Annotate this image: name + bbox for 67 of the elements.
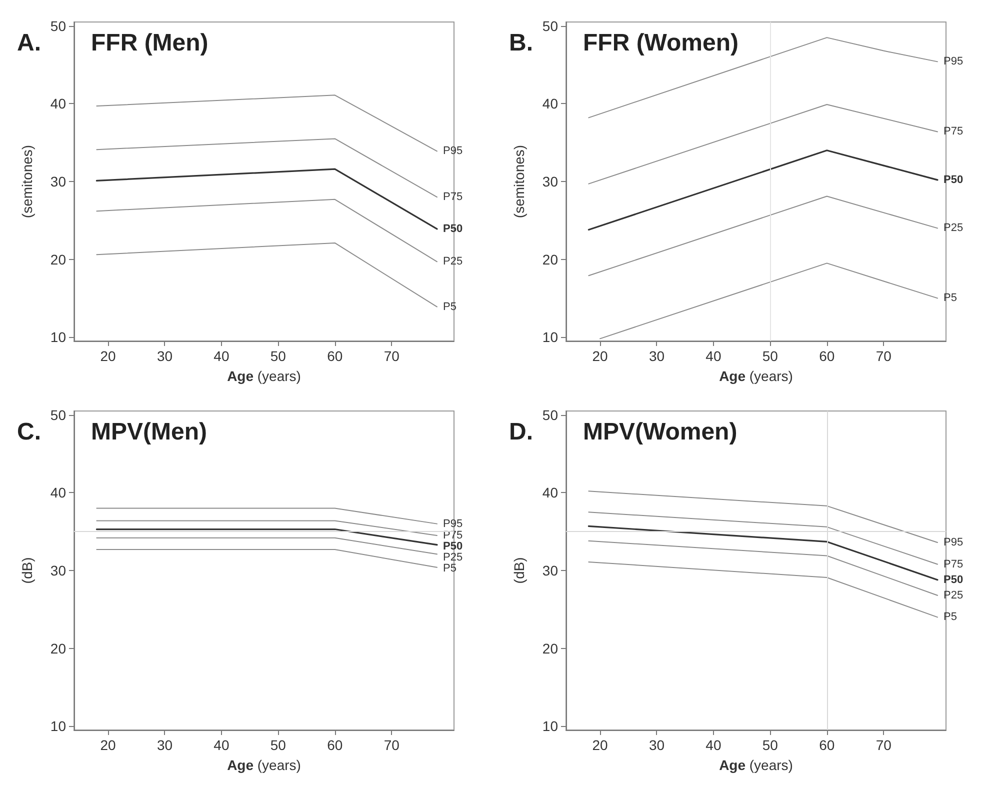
- y-axis-title: (dB): [19, 557, 35, 584]
- x-tick-label: 30: [648, 737, 665, 753]
- series-label: P95: [442, 145, 463, 158]
- y-tick-label: 30: [50, 174, 66, 190]
- y-tick-label: 10: [542, 718, 558, 734]
- y-tick-label: 40: [50, 96, 66, 112]
- series-label: P5: [943, 611, 957, 624]
- x-tick-label: 40: [214, 737, 230, 753]
- series-label: P5: [442, 300, 456, 313]
- x-tick-label: 70: [876, 737, 892, 753]
- series-label: P75: [943, 558, 964, 570]
- series-label: P95: [442, 518, 463, 530]
- series-label: P5: [943, 292, 957, 304]
- x-tick-label: 60: [819, 348, 835, 364]
- y-axis-title: (dB): [511, 557, 527, 584]
- x-tick-label: 30: [156, 348, 173, 364]
- y-tick-label: 40: [542, 484, 558, 501]
- y-axis-title: (semitones): [19, 144, 35, 218]
- series-label: P50: [442, 222, 463, 235]
- x-axis-title: Age (years): [227, 368, 301, 384]
- y-tick-label: 20: [50, 640, 66, 656]
- x-tick-label: 20: [592, 348, 608, 364]
- series-label: P25: [943, 222, 964, 234]
- y-tick-label: 10: [50, 329, 66, 346]
- x-tick-label: 70: [384, 348, 400, 364]
- y-tick-label: 10: [542, 329, 558, 346]
- y-tick-label: 40: [542, 96, 558, 112]
- series-label: P50: [943, 174, 964, 186]
- x-tick-label: 20: [100, 737, 116, 753]
- y-tick-label: 30: [542, 562, 558, 578]
- x-axis-title: Age (years): [719, 757, 793, 773]
- x-tick-label: 30: [648, 348, 665, 364]
- x-tick-label: 50: [762, 737, 778, 753]
- y-tick-label: 20: [542, 640, 558, 656]
- x-axis-title: Age (years): [719, 368, 793, 384]
- x-tick-label: 50: [270, 348, 286, 364]
- y-tick-label: 40: [50, 484, 66, 501]
- series-label: P50: [943, 574, 964, 586]
- x-tick-label: 40: [706, 348, 722, 364]
- series-label: P50: [442, 540, 463, 552]
- y-tick-label: 10: [50, 718, 66, 734]
- series-label: P5: [442, 562, 456, 574]
- series-label: P25: [442, 256, 463, 268]
- series-label: P75: [442, 191, 463, 204]
- x-tick-label: 20: [592, 737, 608, 753]
- series-label: P25: [943, 589, 964, 602]
- series-label: P95: [943, 56, 964, 68]
- x-tick-label: 40: [214, 348, 230, 364]
- x-tick-label: 20: [100, 348, 116, 364]
- x-tick-label: 30: [156, 737, 173, 753]
- x-tick-label: 70: [384, 737, 400, 753]
- y-tick-label: 20: [50, 251, 66, 268]
- y-tick-label: 30: [542, 174, 558, 190]
- x-tick-label: 70: [876, 348, 892, 364]
- series-label: P95: [943, 536, 964, 548]
- x-tick-label: 50: [270, 737, 286, 753]
- x-tick-label: 50: [762, 348, 778, 364]
- series-label: P25: [442, 551, 463, 564]
- x-tick-label: 40: [706, 737, 722, 753]
- x-axis-title: Age (years): [227, 757, 301, 773]
- x-tick-label: 60: [819, 737, 835, 753]
- y-axis-title: (semitones): [511, 144, 527, 218]
- y-tick-label: 20: [542, 251, 558, 268]
- series-label: P75: [943, 126, 964, 138]
- y-tick-label: 30: [50, 562, 66, 578]
- x-tick-label: 60: [327, 737, 343, 753]
- x-tick-label: 60: [327, 348, 343, 364]
